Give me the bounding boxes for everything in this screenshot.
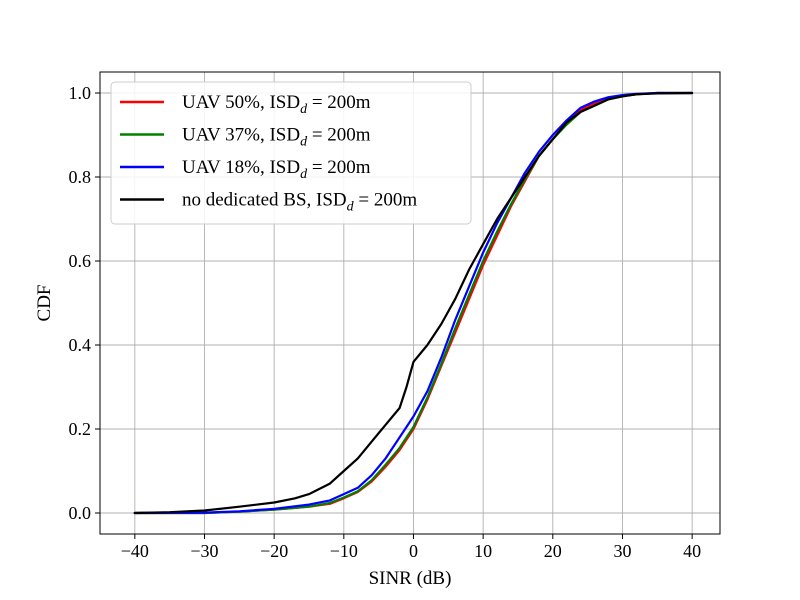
x-axis-label: SINR (dB) — [369, 568, 452, 589]
legend-suffix: = 200m — [307, 125, 371, 146]
y-tick-label: 0.8 — [69, 167, 92, 187]
legend-suffix: = 200m — [354, 190, 418, 211]
legend-label-1: UAV 50%, ISDd = 200m — [182, 92, 371, 117]
legend-label-3: UAV 18%, ISDd = 200m — [182, 157, 371, 182]
x-tick-label: −10 — [330, 541, 358, 561]
x-tick-label: 30 — [613, 541, 631, 561]
legend-label-4: no dedicated BS, ISDd = 200m — [182, 190, 417, 215]
x-tick-label: 20 — [544, 541, 562, 561]
y-tick-label: 0.6 — [69, 251, 92, 271]
x-axis-ticks: −40 −30 −20 −10 0 10 20 30 40 — [121, 534, 701, 561]
x-tick-label: 10 — [474, 541, 492, 561]
series-line-4 — [133, 91, 694, 515]
legend-subscript: d — [300, 102, 308, 117]
legend-name: UAV 37%, ISD — [182, 125, 300, 146]
legend-name: UAV 18%, ISD — [182, 157, 300, 178]
legend-subscript: d — [300, 135, 308, 150]
x-tick-label: 40 — [683, 541, 701, 561]
legend-subscript: d — [347, 200, 355, 215]
x-tick-label: −20 — [260, 541, 288, 561]
plot-frame — [99, 71, 721, 535]
legend-suffix: = 200m — [307, 92, 371, 113]
y-tick-label: 0.0 — [69, 503, 92, 523]
legend-subscript: d — [300, 167, 308, 182]
series-line-3 — [133, 91, 694, 515]
legend-name: UAV 50%, ISD — [182, 92, 300, 113]
legend-name: no dedicated BS, ISD — [182, 190, 347, 211]
y-tick-label: 0.2 — [69, 419, 92, 439]
series-lines — [133, 91, 694, 515]
legend-label-2: UAV 37%, ISDd = 200m — [182, 125, 371, 150]
y-tick-label: 0.4 — [69, 335, 92, 355]
x-tick-label: 0 — [409, 541, 418, 561]
y-tick-label: 1.0 — [69, 83, 92, 103]
legend-box — [110, 81, 472, 225]
x-tick-label: −30 — [190, 541, 218, 561]
y-axis-label: CDF — [34, 285, 55, 322]
y-axis-ticks: 0.0 0.2 0.4 0.6 0.8 1.0 — [69, 83, 100, 523]
x-tick-label: −40 — [121, 541, 149, 561]
legend-suffix: = 200m — [307, 157, 371, 178]
